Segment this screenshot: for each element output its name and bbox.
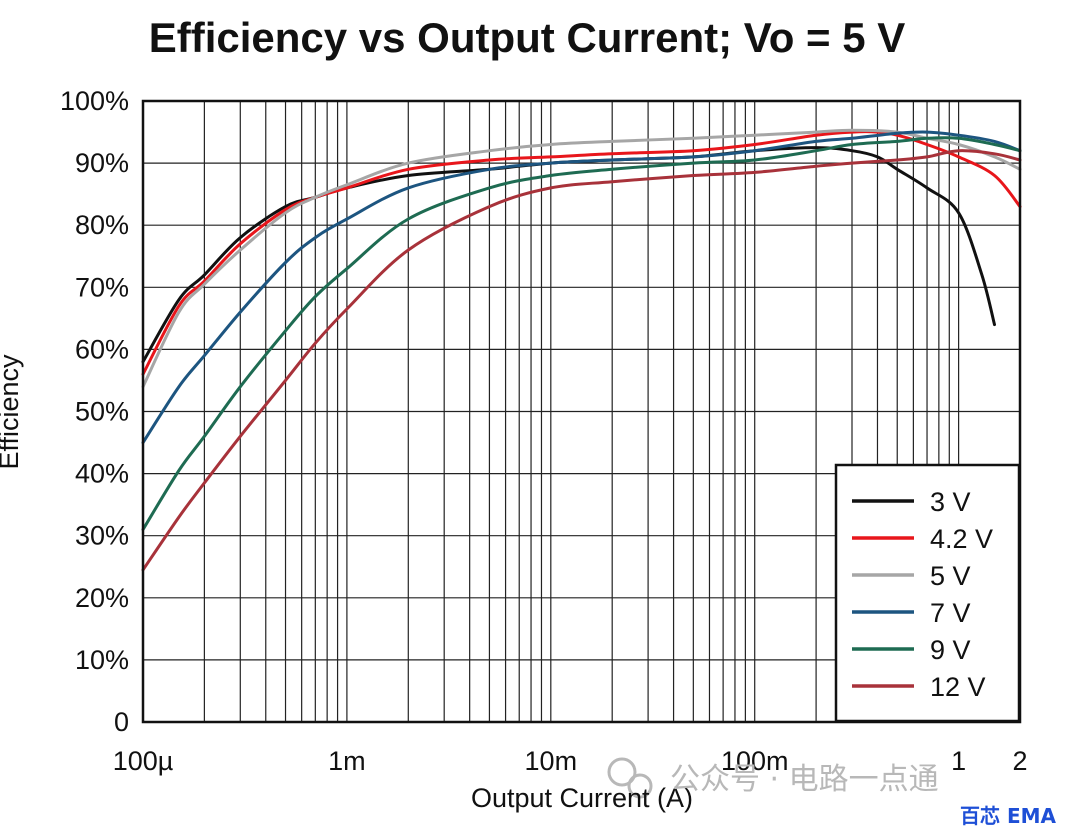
y-tick-label: 40%: [75, 459, 129, 489]
plot-area-frame: [141, 99, 1022, 724]
x-tick-labels: 100µ 1m 10m 100m 1 2: [113, 746, 1028, 776]
series-layer: [141, 128, 1022, 572]
x-tick-label: 1m: [328, 746, 366, 776]
series-line-5: [141, 149, 1022, 572]
series-line-1: [141, 130, 1022, 376]
legend-box: [834, 463, 1021, 723]
watermark-text: 公众号 · 电路一点通: [670, 762, 939, 797]
y-tick-label: 50%: [75, 397, 129, 427]
legend: 3 V 4.2 V 5 V 7 V 9 V 12 V: [834, 463, 1021, 723]
watermark-brand: 百芯 EMA: [960, 804, 1057, 828]
x-tick-label: 2: [1012, 746, 1027, 776]
legend-label: 4.2 V: [930, 524, 993, 554]
y-axis-label: Efficiency: [0, 354, 24, 470]
x-tick-label: 100m: [721, 746, 789, 776]
legend-items: 3 V 4.2 V 5 V 7 V 9 V 12 V: [852, 487, 993, 702]
watermark: [607, 757, 653, 799]
legend-label: 7 V: [930, 598, 971, 628]
series-line-4: [141, 136, 1022, 531]
wechat-icon: [607, 757, 653, 799]
y-tick-label: 10%: [75, 645, 129, 675]
series-line-3: [141, 130, 1022, 445]
y-tick-label: 90%: [75, 148, 129, 178]
legend-label: 5 V: [930, 561, 971, 591]
y-tick-label: 70%: [75, 272, 129, 302]
legend-label: 3 V: [930, 487, 971, 517]
y-tick-label: 60%: [75, 334, 129, 364]
x-tick-label: 10m: [525, 746, 578, 776]
series-line-0: [141, 146, 996, 364]
legend-label: 12 V: [930, 672, 986, 702]
y-tick-label: 0: [114, 707, 129, 737]
legend-label: 9 V: [930, 635, 971, 665]
chart-title: Efficiency vs Output Current; Vo = 5 V: [149, 14, 906, 61]
y-tick-label: 80%: [75, 210, 129, 240]
y-tick-labels: 0 10% 20% 30% 40% 50% 60% 70% 80% 90% 100%: [60, 86, 129, 737]
series-line-2: [141, 128, 1022, 389]
y-tick-label: 20%: [75, 583, 129, 613]
x-tick-label: 1: [951, 746, 966, 776]
x-tick-label: 100µ: [113, 746, 174, 776]
y-tick-label: 100%: [60, 86, 129, 116]
y-tick-label: 30%: [75, 521, 129, 551]
x-axis-label: Output Current (A): [471, 783, 693, 813]
